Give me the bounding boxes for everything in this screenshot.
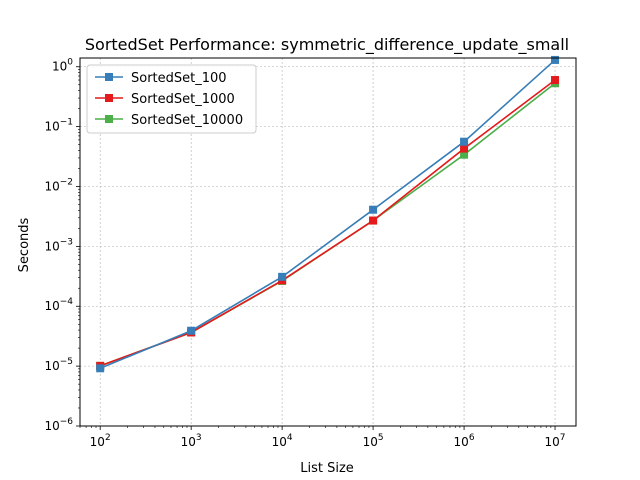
legend-marker bbox=[105, 115, 113, 123]
data-point-marker bbox=[278, 272, 287, 281]
data-point-marker bbox=[369, 205, 378, 214]
x-axis-label: List Size bbox=[300, 461, 354, 476]
chart-title: SortedSet Performance: symmetric_differe… bbox=[85, 35, 569, 55]
legend: SortedSet_100 SortedSet_1000 SortedSet_100… bbox=[86, 64, 257, 134]
x-tick-label: 102 bbox=[90, 433, 111, 449]
x-tick-label: 107 bbox=[545, 433, 566, 449]
series-line bbox=[99, 79, 556, 367]
y-tick-label: 10−5 bbox=[44, 357, 73, 373]
legend-label: SortedSet_10000 bbox=[131, 113, 243, 128]
x-tick-label: 103 bbox=[181, 433, 202, 449]
legend-marker bbox=[105, 94, 113, 102]
y-tick-label: 10−1 bbox=[44, 118, 73, 134]
legend-box bbox=[86, 64, 257, 134]
data-point-marker bbox=[187, 326, 196, 335]
y-tick-label: 10−2 bbox=[44, 177, 73, 193]
data-point-marker bbox=[551, 76, 560, 85]
plot-area-frame bbox=[79, 57, 577, 427]
y-tick-label: 10−6 bbox=[44, 417, 73, 433]
y-axis-label: Seconds bbox=[17, 217, 32, 272]
legend-label: SortedSet_100 bbox=[131, 71, 227, 86]
x-tick-label: 104 bbox=[272, 433, 293, 449]
y-tick-label: 100 bbox=[52, 58, 73, 74]
data-point-marker bbox=[460, 144, 469, 153]
legend-label: SortedSet_1000 bbox=[131, 92, 235, 107]
data-point-marker bbox=[460, 150, 469, 159]
x-tick-label: 106 bbox=[454, 433, 475, 449]
legend-marker bbox=[105, 73, 113, 81]
y-tick-label: 10−4 bbox=[44, 297, 73, 313]
data-point-marker bbox=[551, 55, 560, 64]
y-tick-label: 10−3 bbox=[44, 237, 73, 253]
x-tick-label: 105 bbox=[363, 433, 384, 449]
data-point-marker bbox=[369, 216, 378, 225]
data-point-marker bbox=[96, 364, 105, 373]
series-layer bbox=[96, 55, 560, 373]
series-line bbox=[99, 59, 556, 370]
data-point-marker bbox=[460, 137, 469, 146]
